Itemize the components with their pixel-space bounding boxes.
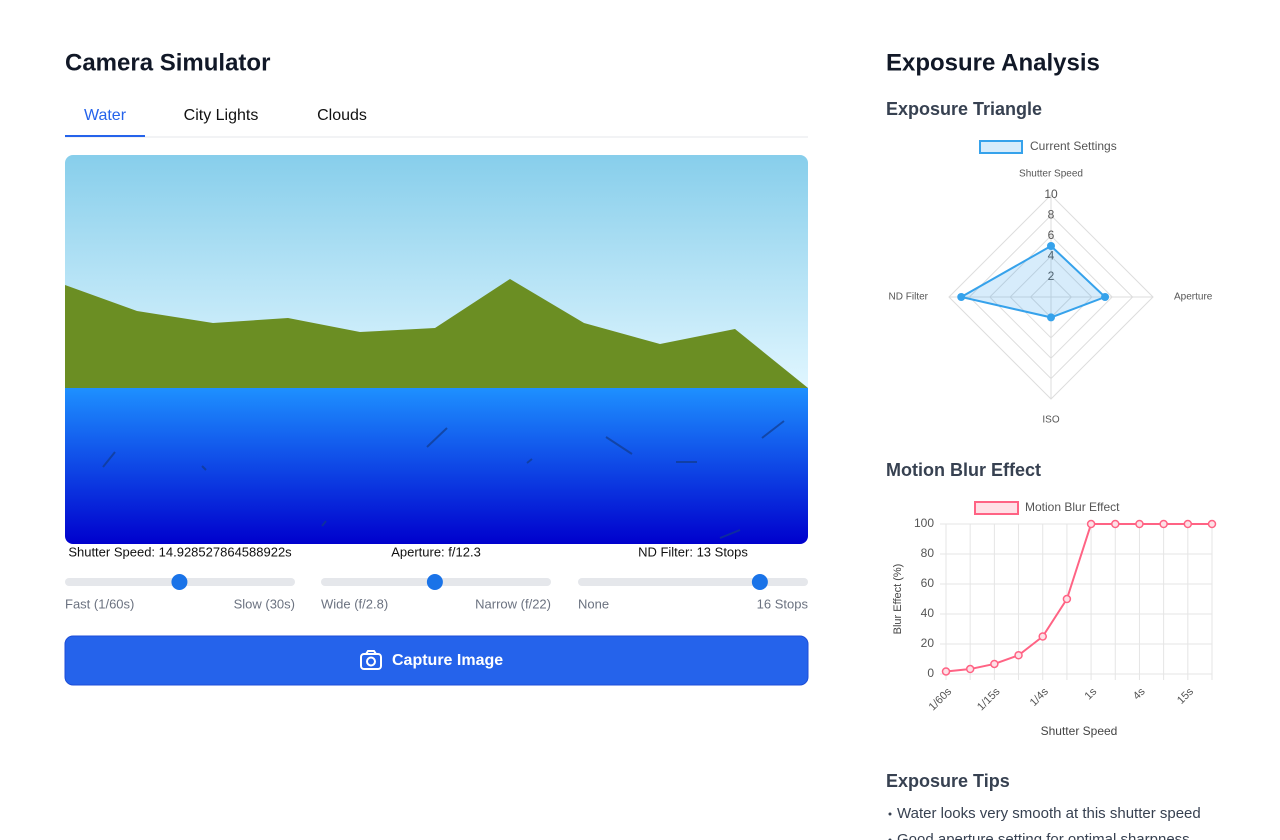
legend-swatch <box>974 501 1019 515</box>
line-point <box>941 667 951 676</box>
y-tick-label: 100 <box>914 516 934 530</box>
line-point <box>1062 594 1072 604</box>
radar-point <box>1101 293 1110 301</box>
x-axis-title: Shutter Speed <box>1041 724 1118 738</box>
r-tick-label: 4 <box>1048 248 1055 262</box>
legend-label: Current Settings <box>1030 139 1117 153</box>
tip: Good aperture setting for optimal sharpn… <box>897 831 1190 840</box>
capture-button-label[interactable]: Capture Image <box>392 652 503 669</box>
tips-heading: Exposure Tips <box>886 771 1010 791</box>
slider-min-label: Fast (1/60s) <box>65 596 134 611</box>
axis-label: Shutter Speed <box>1019 169 1083 180</box>
capture-button[interactable] <box>64 635 809 686</box>
axis-label: Aperture <box>1174 292 1213 303</box>
analysis-title: Exposure Analysis <box>886 49 1100 76</box>
y-tick-label: 40 <box>921 606 935 620</box>
water <box>65 388 808 544</box>
y-tick-label: 80 <box>921 546 935 560</box>
radar-area <box>958 244 1107 319</box>
x-tick-label: 1/60s <box>927 685 955 713</box>
legend-swatch <box>979 140 1023 154</box>
slider-thumb[interactable] <box>171 574 188 590</box>
tip-bullet <box>888 812 892 816</box>
line-point <box>1086 519 1096 529</box>
control-label: ND Filter: 13 Stops <box>638 544 748 559</box>
y-tick-label: 0 <box>927 666 934 680</box>
line-point <box>990 659 999 669</box>
x-tick-label: 1/15s <box>975 685 1003 713</box>
x-tick-label: 15s <box>1175 685 1196 706</box>
slider-min-label: None <box>578 596 609 611</box>
active-tab-indicator <box>65 135 145 137</box>
radar-point <box>1047 242 1055 250</box>
control-label: Aperture: f/12.3 <box>391 544 481 559</box>
line-point <box>1135 519 1144 529</box>
x-tick-label: 1s <box>1083 685 1100 702</box>
slider-min-label: Wide (f/2.8) <box>321 596 388 611</box>
line-point <box>1159 519 1168 529</box>
y-axis-title: Blur Effect (%) <box>892 564 904 635</box>
hills <box>65 279 808 388</box>
radar-point <box>1047 313 1055 322</box>
simulator-title: Camera Simulator <box>65 49 270 76</box>
tab[interactable]: Clouds <box>317 107 367 124</box>
y-tick-label: 60 <box>921 576 935 590</box>
camera-icon <box>360 650 382 670</box>
legend-label: Motion Blur Effect <box>1025 500 1120 514</box>
slider-max-label: Narrow (f/22) <box>475 596 551 611</box>
x-tick-label: 4s <box>1131 685 1148 702</box>
line-point <box>1207 519 1217 529</box>
y-tick-label: 20 <box>921 636 935 650</box>
slider-thumb[interactable] <box>426 574 443 590</box>
line-point <box>1183 519 1193 529</box>
r-tick-label: 10 <box>1044 187 1058 201</box>
tip: Water looks very smooth at this shutter … <box>897 805 1201 822</box>
tab[interactable]: Water <box>84 107 127 124</box>
x-tick-label: 1/4s <box>1028 685 1052 709</box>
r-tick-label: 2 <box>1048 269 1055 283</box>
radar-point <box>957 293 966 301</box>
slider-track[interactable] <box>578 578 808 586</box>
slider-thumb[interactable] <box>751 574 768 590</box>
line-point <box>1038 632 1047 641</box>
slider-max-label: 16 Stops <box>757 596 809 611</box>
control-label: Shutter Speed: 14.928527864588922s <box>68 544 292 559</box>
r-tick-label: 8 <box>1048 208 1055 222</box>
blur-heading: Motion Blur Effect <box>886 460 1041 480</box>
water-streaks <box>102 420 785 539</box>
axis-label: ISO <box>1042 415 1059 426</box>
line-point <box>1014 651 1023 660</box>
triangle-heading: Exposure Triangle <box>886 99 1042 119</box>
scene <box>65 155 808 544</box>
line-point <box>1111 519 1120 529</box>
slider-max-label: Slow (30s) <box>234 596 295 611</box>
series-line <box>945 523 1212 673</box>
axis-label: ND Filter <box>889 292 929 303</box>
tab[interactable]: City Lights <box>184 107 259 124</box>
r-tick-label: 6 <box>1048 228 1055 242</box>
line-point <box>965 664 975 674</box>
